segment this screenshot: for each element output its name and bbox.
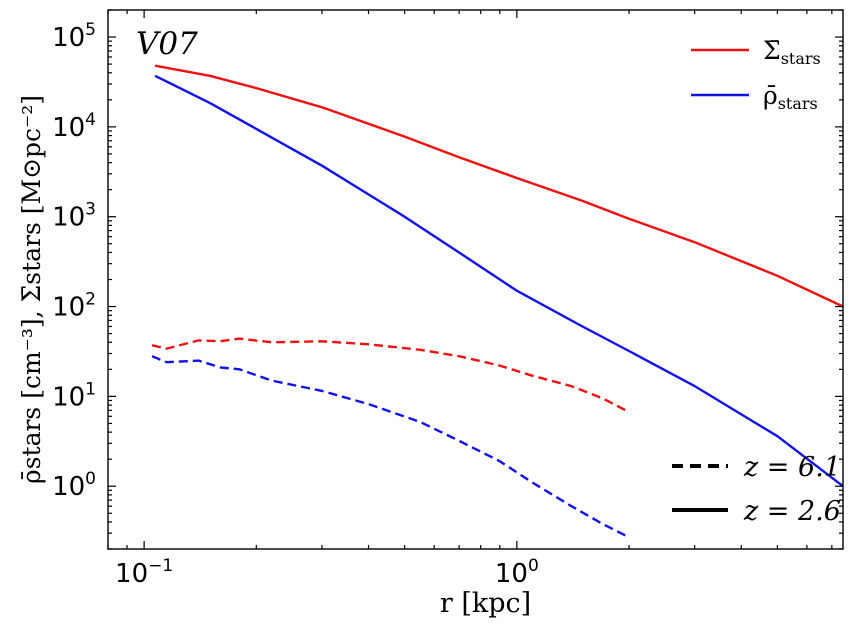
y-axis-label-top: Σ̄stars [M⊙pc⁻²] bbox=[17, 95, 46, 302]
ticks-layer bbox=[107, 9, 843, 550]
y-tick-label: 102 bbox=[52, 290, 96, 323]
y-tick-label: 105 bbox=[52, 20, 96, 53]
legend-color-label: ρ̄stars bbox=[763, 81, 818, 113]
series-sigma-z6_1 bbox=[151, 337, 630, 414]
series-rho-z6_1 bbox=[151, 355, 630, 539]
legend-color-label: Σ̄stars bbox=[763, 36, 821, 68]
legend-style-label: z = 2.6 bbox=[743, 496, 841, 527]
y-tick-label: 101 bbox=[52, 379, 96, 412]
y-axis-label-bottom: ρ̄stars [cm⁻³], bbox=[17, 310, 46, 484]
series-rho-z2_6 bbox=[154, 74, 844, 488]
labels-layer: 10−1 100 100 101 102 103 104 105 r [kpc] ρ̄stars … bbox=[17, 20, 539, 619]
series-layer bbox=[151, 64, 844, 539]
legend-style-label: z = 6.1 bbox=[743, 452, 841, 483]
legend-layer: Σ̄stars ρ̄stars z = 6.1 z = 2.6 bbox=[672, 36, 841, 527]
panel-label: V07 bbox=[136, 26, 198, 62]
y-tick-label: 104 bbox=[52, 110, 96, 143]
y-tick-label: 100 bbox=[52, 469, 96, 502]
plot-frame bbox=[107, 9, 844, 550]
x-axis-label: r [kpc] bbox=[440, 588, 531, 619]
series-sigma-z2_6 bbox=[154, 64, 844, 308]
y-tick-label: 103 bbox=[52, 200, 96, 233]
x-tick-label: 100 bbox=[495, 556, 539, 589]
y-axis-label: ρ̄stars [cm⁻³], Σ̄stars [M⊙pc⁻²] bbox=[17, 95, 46, 484]
x-tick-label: 10−1 bbox=[115, 556, 173, 589]
